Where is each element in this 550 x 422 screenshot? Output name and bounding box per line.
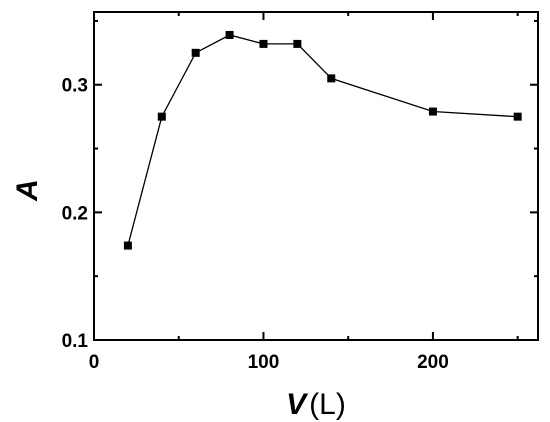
data-point-marker [225,30,234,39]
plot-frame [93,11,539,341]
y-tick-label: 0.1 [62,331,89,352]
data-point-marker [259,39,268,48]
x-axis-unit: (L) [309,388,346,421]
x-tick-label: 0 [89,352,100,373]
data-point-marker [513,112,522,121]
data-point-marker [293,39,302,48]
x-tick-label: 100 [248,352,280,373]
y-tick-label: 0.3 [62,76,88,97]
data-point-marker [191,48,200,57]
x-axis-ticks: 0 100 200 [89,12,519,373]
data-point-marker [428,107,437,116]
y-axis-label: A [11,179,44,202]
y-tick-label: 0.2 [62,203,88,224]
plot-area [93,11,539,341]
x-axis-label: V (L) [286,388,346,421]
series-layer [123,30,522,250]
x-axis-symbol: V [286,388,309,421]
series-line [127,34,518,246]
y-axis-ticks: 0.1 0.2 0.3 [62,19,538,352]
data-point-marker [157,112,166,121]
data-point-marker [327,74,336,83]
data-point-marker [123,241,132,250]
x-tick-label: 200 [417,352,449,373]
